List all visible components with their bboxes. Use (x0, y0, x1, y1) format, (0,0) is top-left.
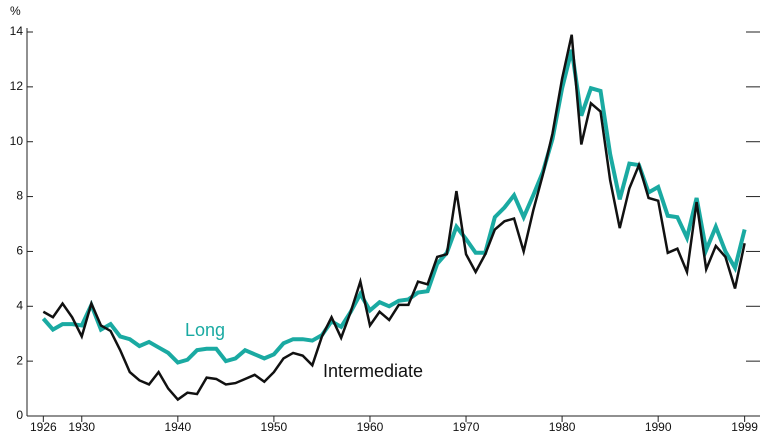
x-tick-label: 1960 (357, 420, 384, 434)
y-tick-label: 14 (10, 24, 24, 38)
y-axis-label: % (10, 4, 21, 18)
x-tick-label: 1940 (164, 420, 191, 434)
series-line (42, 34, 746, 402)
x-tick-label: 1930 (68, 420, 95, 434)
y-tick-label: 8 (16, 189, 23, 203)
y-tick-label: 10 (10, 134, 24, 148)
x-tick-label: 1980 (549, 420, 576, 434)
y-tick-label: 12 (10, 79, 24, 93)
series-label: Intermediate (323, 361, 423, 381)
x-tick-label: 1970 (453, 420, 480, 434)
y-tick-label: 6 (16, 244, 23, 258)
x-tick-label: 1999 (731, 420, 758, 434)
x-tick-label: 1926 (30, 420, 57, 434)
series-line (41, 49, 747, 365)
y-tick-label: 0 (16, 408, 23, 422)
x-tick-label: 1950 (261, 420, 288, 434)
x-tick-label: 1990 (645, 420, 672, 434)
y-tick-label: 2 (16, 353, 23, 367)
y-tick-label: 4 (16, 298, 23, 312)
series-label: Long (185, 320, 225, 340)
